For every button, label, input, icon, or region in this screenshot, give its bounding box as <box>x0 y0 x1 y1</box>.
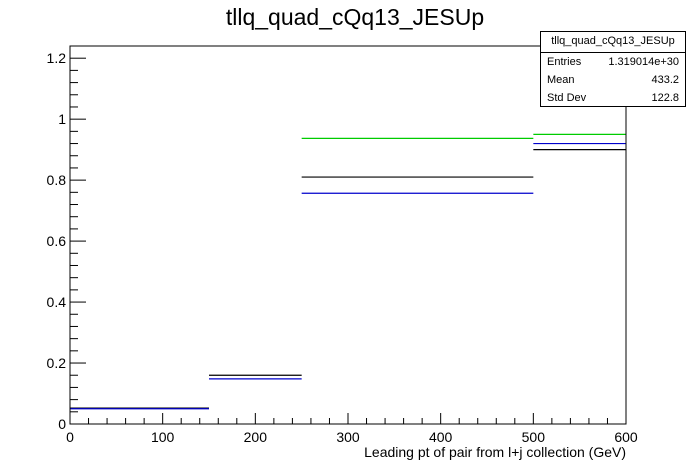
y-tick-label: 1.2 <box>47 50 67 66</box>
stats-row-mean: Mean 433.2 <box>541 71 685 89</box>
x-tick-label: 600 <box>614 429 638 445</box>
y-tick-label: 0.6 <box>47 233 67 249</box>
y-axis: 0 0.2 0.4 0.6 0.8 1 1.2 <box>47 45 86 432</box>
stats-label: Std Dev <box>547 92 587 104</box>
stats-value: 1.319014e+30 <box>608 56 679 68</box>
y-tick-label: 1 <box>58 111 66 127</box>
stats-row-stddev: Std Dev 122.8 <box>541 89 685 107</box>
y-tick-label: 0.4 <box>47 294 67 310</box>
x-tick-label: 300 <box>336 429 360 445</box>
y-tick-label: 0 <box>58 416 66 432</box>
stats-label: Entries <box>547 56 582 68</box>
stats-label: Mean <box>547 74 575 86</box>
stats-row-entries: Entries 1.319014e+30 <box>541 53 685 71</box>
x-tick-label: 400 <box>429 429 453 445</box>
y-tick-label: 0.2 <box>47 355 67 371</box>
x-tick-label: 100 <box>151 429 175 445</box>
histogram-bars <box>70 133 626 410</box>
x-tick-label: 0 <box>66 429 74 445</box>
stats-value: 122.8 <box>651 92 679 104</box>
x-tick-label: 500 <box>522 429 546 445</box>
x-axis-label: Leading pt of pair from l+j collection (… <box>364 444 626 460</box>
stats-value: 433.2 <box>651 74 679 86</box>
stats-title: tllq_quad_cQq13_JESUp <box>541 32 685 53</box>
stats-box: tllq_quad_cQq13_JESUp Entries 1.319014e+… <box>540 31 686 107</box>
y-tick-label: 0.8 <box>47 172 67 188</box>
x-tick-label: 200 <box>244 429 268 445</box>
chart-title: tllq_quad_cQq13_JESUp <box>226 4 484 30</box>
x-axis: 0 100 200 300 400 500 600 <box>66 413 638 445</box>
